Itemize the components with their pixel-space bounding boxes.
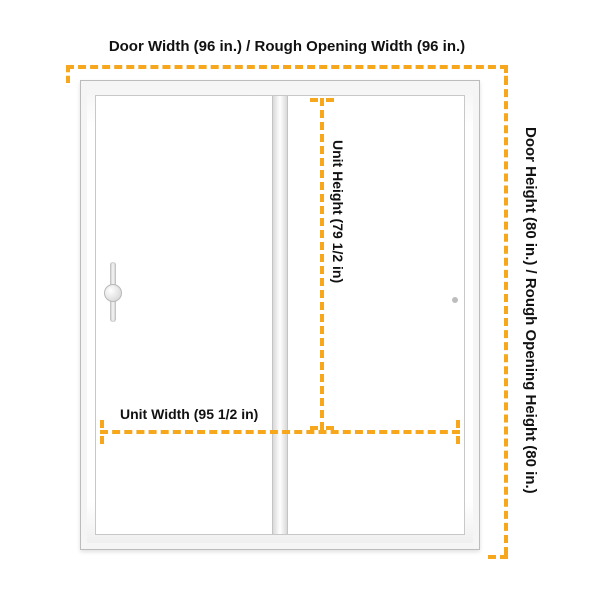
rough-opening-bottom-tick (488, 555, 508, 559)
unit-height-bottom-tick (310, 426, 334, 430)
door-handle-icon (108, 262, 118, 322)
sliding-door-frame (80, 80, 480, 550)
rough-opening-right-line (504, 65, 508, 555)
unit-width-label: Unit Width (95 1/2 in) (120, 406, 258, 422)
door-width-label: Door Width (96 in.) / Rough Opening Widt… (66, 38, 508, 55)
rough-opening-top-left-tick (66, 65, 70, 83)
unit-height-label: Unit Height (79 1/2 in) (330, 140, 346, 283)
unit-width-line (100, 430, 460, 434)
unit-height-line (320, 98, 324, 430)
unit-width-right-tick (456, 420, 460, 444)
dimension-diagram: Door Width (96 in.) / Rough Opening Widt… (0, 0, 600, 600)
door-height-label: Door Height (80 in.) / Rough Opening Hei… (522, 70, 539, 550)
door-glass-area (95, 95, 465, 535)
unit-width-left-tick (100, 420, 104, 444)
door-lock-icon (452, 297, 458, 303)
rough-opening-top-line (66, 65, 508, 69)
unit-height-top-tick (310, 98, 334, 102)
center-mullion (272, 96, 288, 534)
rough-opening-top-right-tick (504, 65, 508, 83)
